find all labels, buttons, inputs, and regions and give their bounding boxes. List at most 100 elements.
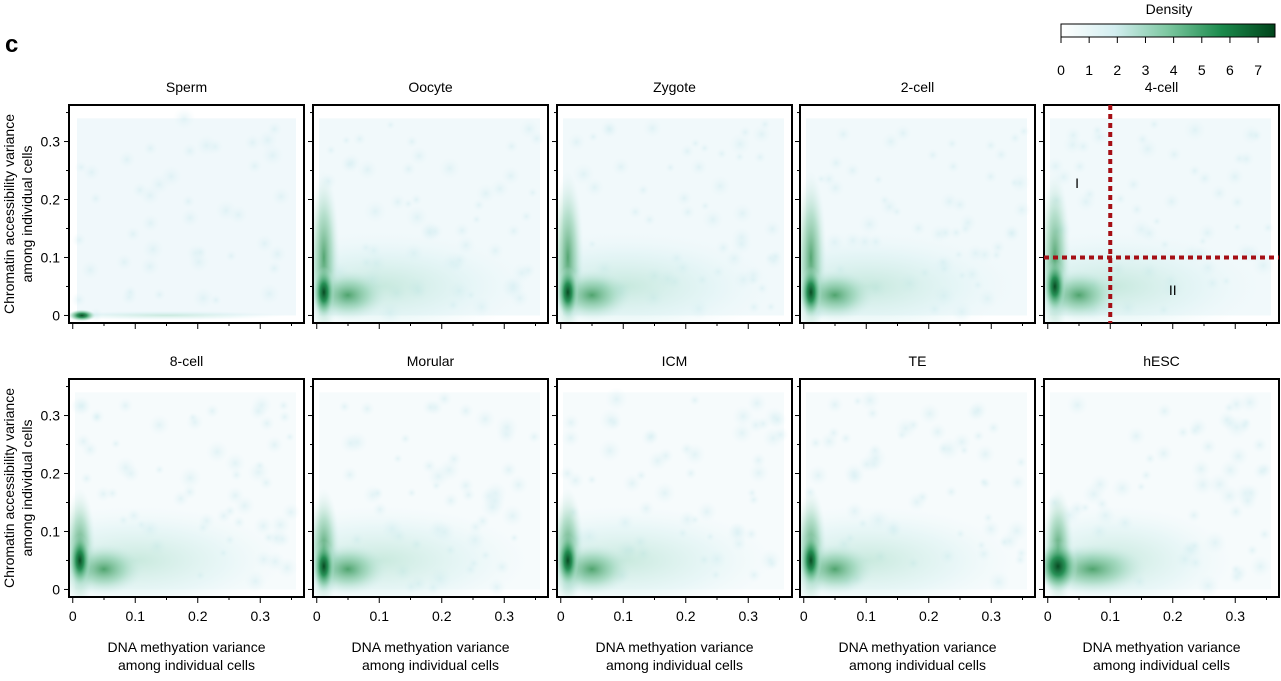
density-speck xyxy=(209,293,223,307)
density-speck xyxy=(819,432,839,451)
density-speck xyxy=(1225,167,1245,187)
density-speck xyxy=(185,413,204,432)
density-speck xyxy=(561,428,581,448)
density-speck xyxy=(611,157,631,177)
density-speck xyxy=(768,249,783,264)
x-tick-label: 0.1 xyxy=(614,608,634,624)
density-speck xyxy=(528,130,545,147)
panel-frame xyxy=(68,104,305,324)
density-speck xyxy=(751,124,772,145)
density-speck xyxy=(1148,118,1161,131)
density-band xyxy=(69,310,287,321)
density-speck xyxy=(765,301,777,313)
heatmap-panel-2-cell: 2-cell xyxy=(795,79,1036,329)
density-speck xyxy=(1262,221,1275,234)
density-peak xyxy=(69,309,96,322)
density-peak xyxy=(557,266,579,319)
y-tick-label: 0 xyxy=(52,307,60,323)
x-tick-label: 0 xyxy=(800,608,808,624)
density-speck xyxy=(559,465,576,482)
density-speck xyxy=(205,440,229,464)
density-speck xyxy=(958,213,978,232)
y-tick-label: 0.1 xyxy=(41,249,61,265)
density-speck xyxy=(844,162,861,179)
density-speck xyxy=(340,155,359,174)
heatmap-panel-8-cell: 8-cell 0 0.1 0.2 0.3 0 0.1 0.2 0.3 DNA methyation… xyxy=(1,353,305,673)
density-speck xyxy=(958,445,970,456)
density-speck xyxy=(1072,159,1088,175)
density-speck xyxy=(89,408,106,425)
density-speck xyxy=(834,125,852,143)
density-speck xyxy=(356,159,379,181)
density-speck xyxy=(181,194,196,209)
density-speck xyxy=(1183,118,1207,142)
panel-frame xyxy=(556,104,793,324)
density-speck xyxy=(152,287,167,302)
density-speck xyxy=(1249,555,1272,578)
density-speck xyxy=(1125,176,1142,193)
density-speck xyxy=(223,504,237,518)
density-speck xyxy=(918,402,941,425)
x-tick-label: 0.3 xyxy=(1226,608,1246,624)
density-speck xyxy=(1236,417,1253,434)
legend-tick-label: 2 xyxy=(1113,62,1121,78)
density-field xyxy=(69,107,296,323)
density-speck xyxy=(527,430,541,444)
density-speck xyxy=(409,146,429,166)
density-speck xyxy=(154,464,165,475)
density-speck xyxy=(172,490,190,508)
density-peak xyxy=(800,266,822,319)
legend-tick-label: 6 xyxy=(1226,62,1234,78)
density-speck xyxy=(520,210,533,223)
density-speck xyxy=(1005,519,1029,543)
x-tick-label: 0.3 xyxy=(251,608,271,624)
density-field xyxy=(1044,118,1275,323)
density-speck xyxy=(508,474,529,495)
density-speck xyxy=(936,441,951,456)
density-speck xyxy=(88,191,103,206)
y-tick-label: 0.2 xyxy=(41,466,61,482)
density-peak xyxy=(1044,540,1078,593)
density-speck xyxy=(1176,425,1190,440)
density-speck xyxy=(879,197,899,217)
density-speck xyxy=(122,284,138,300)
density-speck xyxy=(586,474,598,486)
density-speck xyxy=(993,147,1009,163)
density-speck xyxy=(474,408,496,430)
density-speck xyxy=(1062,134,1083,155)
density-speck xyxy=(984,138,998,153)
heatmap-panel-hesc: hESC 0 0.1 0.2 0.3 DNA methyation variance amo… xyxy=(1039,353,1280,673)
density-speck xyxy=(1227,503,1245,520)
density-speck xyxy=(442,492,460,509)
density-speck xyxy=(690,137,701,149)
density-speck xyxy=(392,453,404,464)
density-speck xyxy=(363,199,388,224)
density-speck xyxy=(1223,401,1236,414)
x-axis-label-line2: among individual cells xyxy=(362,657,499,673)
density-speck xyxy=(972,429,985,443)
x-tick-label: 0 xyxy=(69,608,77,624)
heatmap-panel-zygote: Zygote xyxy=(552,79,793,329)
density-speck xyxy=(352,132,367,146)
density-speck xyxy=(422,398,439,416)
region-II-label: II xyxy=(1169,282,1177,298)
x-tick-label: 0.3 xyxy=(495,608,515,624)
density-speck xyxy=(1191,473,1215,497)
density-speck xyxy=(1237,490,1258,511)
x-tick-label: 0 xyxy=(1044,608,1052,624)
density-speck xyxy=(71,232,87,248)
density-speck xyxy=(1207,472,1232,496)
density-speck xyxy=(675,189,693,207)
panel-title: Sperm xyxy=(166,79,207,95)
x-axis-label-line1: DNA methyation variance xyxy=(839,639,997,655)
legend-tick-label: 7 xyxy=(1254,62,1262,78)
x-tick-label: 0.2 xyxy=(1163,608,1183,624)
density-speck xyxy=(748,462,770,484)
panel-title: 8-cell xyxy=(170,353,203,369)
density-speck xyxy=(1002,224,1022,243)
density-speck xyxy=(731,202,754,225)
density-speck xyxy=(746,487,758,499)
density-speck xyxy=(750,452,767,469)
density-speck xyxy=(341,135,352,146)
density-speck xyxy=(194,133,219,158)
